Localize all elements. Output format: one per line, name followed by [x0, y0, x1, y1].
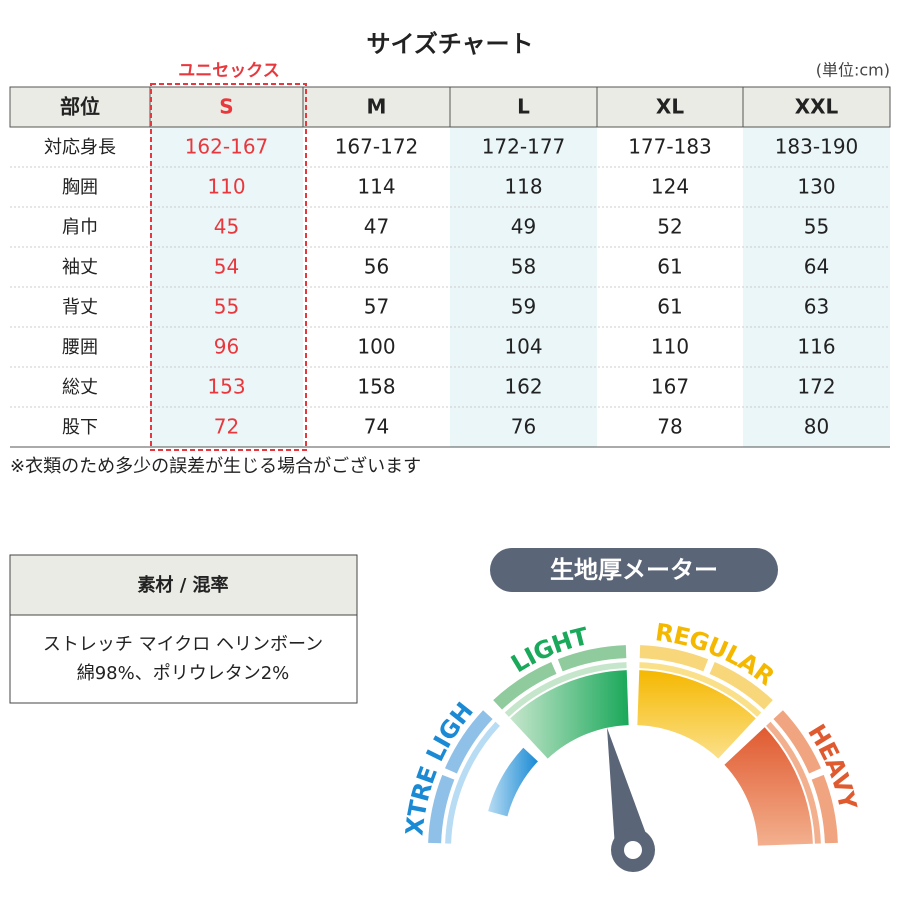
cell: 100	[357, 335, 395, 359]
cell: 63	[804, 295, 829, 319]
cell: 177-183	[628, 135, 712, 159]
unisex-outline	[150, 83, 307, 451]
cell: 肩巾	[62, 217, 98, 238]
cell: 54	[214, 255, 239, 279]
gauge-inner-band	[504, 662, 627, 717]
unisex-label: ユニセックス	[178, 61, 280, 81]
note: ※衣類のため多少の誤差が生じる場合がございます	[10, 455, 421, 477]
gauge-title-pill	[490, 548, 778, 592]
material-header: 素材 / 混率	[137, 574, 228, 596]
cell: 腰囲	[62, 337, 98, 358]
cell: 172-177	[482, 135, 566, 159]
cell: 55	[214, 295, 239, 319]
gauge-inner-band	[445, 721, 500, 844]
gauge-band	[428, 774, 455, 844]
cell: 45	[214, 215, 239, 239]
cell: 167	[651, 375, 689, 399]
cell: 104	[504, 335, 542, 359]
header-cell: L	[517, 95, 530, 119]
header-cell: M	[367, 95, 387, 119]
header-cell: S	[219, 95, 233, 119]
gauge-band	[639, 645, 709, 672]
cell: 61	[657, 295, 682, 319]
cell: 49	[511, 215, 536, 239]
cell: 110	[207, 175, 245, 199]
gauge-title: 生地厚メーター	[550, 556, 718, 584]
cell: 78	[657, 415, 682, 439]
cell: 55	[804, 215, 829, 239]
needle-hole	[624, 841, 642, 859]
cell: 124	[651, 175, 689, 199]
cell: 167-172	[335, 135, 419, 159]
gauge-band	[811, 774, 838, 844]
gauge-wedge	[637, 670, 756, 759]
cell: 172	[797, 375, 835, 399]
gauge-wedge	[488, 747, 538, 817]
cell: 56	[364, 255, 389, 279]
cell: 80	[804, 415, 829, 439]
cell: 59	[511, 295, 536, 319]
gauge-inner-band	[639, 662, 762, 717]
cell: 158	[357, 375, 395, 399]
gauge-band	[773, 710, 821, 774]
cell: 胸囲	[62, 177, 98, 198]
cell: 47	[364, 215, 389, 239]
cell: 116	[797, 335, 835, 359]
header-cell: XXL	[795, 95, 839, 119]
cell: 130	[797, 175, 835, 199]
cell: 183-190	[775, 135, 859, 159]
needle	[607, 727, 651, 854]
gauge-band	[709, 662, 773, 710]
cell: 52	[657, 215, 682, 239]
material-line: ストレッチ マイクロ ヘリンボーン	[43, 634, 323, 655]
gauge-inner-band	[766, 721, 821, 844]
cell: 背丈	[62, 297, 98, 318]
cell: 64	[804, 255, 829, 279]
cell: 58	[511, 255, 536, 279]
cell: 61	[657, 255, 682, 279]
cell: 総丈	[62, 377, 98, 398]
cell: 74	[364, 415, 389, 439]
title: サイズチャート	[366, 30, 533, 58]
cell: 153	[207, 375, 245, 399]
header-cell: 部位	[60, 95, 100, 119]
cell: 110	[651, 335, 689, 359]
gauge-band	[557, 645, 627, 672]
gauge-wedge	[510, 670, 629, 759]
cell: 96	[214, 335, 239, 359]
gauge-band	[445, 710, 493, 774]
cell: 72	[214, 415, 239, 439]
gauge-band	[493, 662, 557, 710]
cell: 57	[364, 295, 389, 319]
unit: (単位:cm)	[816, 61, 890, 80]
material-header-bg	[9, 554, 358, 616]
cell: 股下	[62, 417, 98, 438]
cell: 76	[511, 415, 536, 439]
cell: 袖丈	[62, 257, 98, 278]
header-cell: XL	[656, 95, 684, 119]
gauge-wedge	[724, 727, 813, 846]
cell: 118	[504, 175, 542, 199]
cell: 114	[357, 175, 395, 199]
cell: 162	[504, 375, 542, 399]
cell: 対応身長	[44, 137, 116, 158]
material-line: 綿98%、ポリウレタン2%	[77, 663, 290, 684]
cell: 162-167	[185, 135, 269, 159]
